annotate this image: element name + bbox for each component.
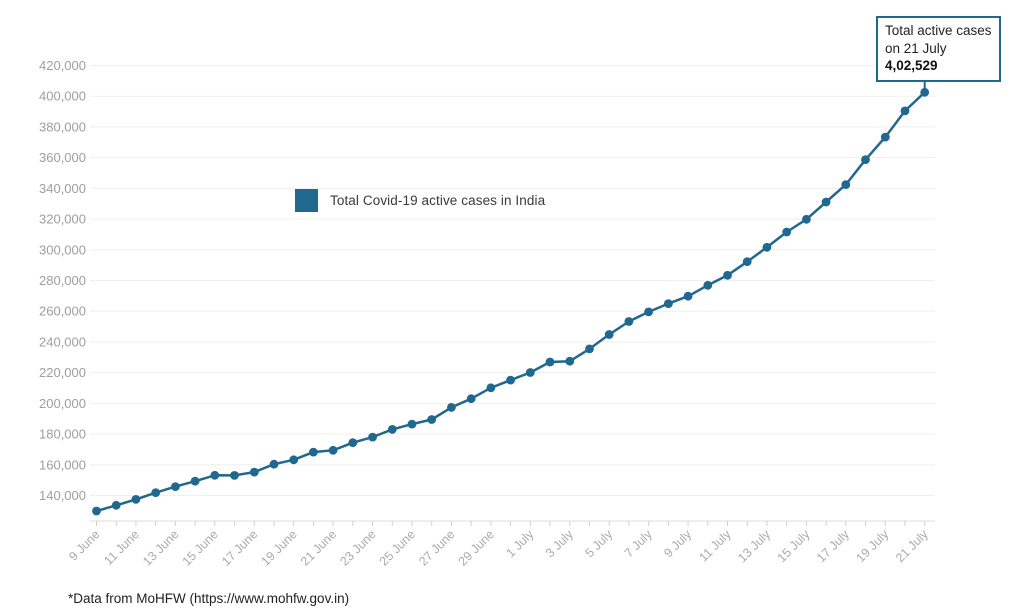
x-axis-label: 9 July — [661, 527, 695, 561]
data-point-marker — [190, 476, 200, 486]
data-point-marker — [92, 506, 101, 516]
data-point-marker — [525, 368, 535, 377]
x-axis-label: 3 July — [543, 527, 577, 561]
annotation-line1: Total active cases — [885, 23, 992, 38]
x-axis-label: 9 June — [66, 527, 102, 563]
x-axis-label: 17 June — [219, 527, 260, 568]
y-axis-label: 200,000 — [39, 396, 86, 411]
data-point-marker — [230, 471, 239, 480]
source-footnote: *Data from MoHFW (https://www.mohfw.gov.… — [68, 591, 350, 606]
data-point-marker — [111, 500, 121, 510]
x-axis-label: 1 July — [503, 527, 537, 561]
data-point-marker — [309, 447, 318, 457]
x-axis-label: 17 July — [814, 527, 852, 565]
data-point-marker — [328, 445, 338, 455]
data-point-marker — [427, 415, 437, 424]
y-axis-label: 160,000 — [39, 457, 86, 472]
data-point-marker — [210, 470, 220, 480]
data-point-marker — [565, 356, 575, 366]
y-axis-label: 140,000 — [39, 488, 86, 503]
x-axis-label: 5 July — [582, 527, 616, 561]
data-point-marker — [604, 330, 614, 339]
x-axis-label: 25 June — [377, 527, 418, 568]
y-axis-label: 420,000 — [39, 58, 86, 73]
x-axis-label: 11 June — [101, 527, 142, 568]
data-point-marker — [782, 227, 792, 237]
data-point-marker — [368, 432, 377, 442]
data-point-marker — [466, 394, 476, 404]
annotation-callout: Total active cases on 21 July 4,02,529 — [876, 16, 1001, 82]
data-point-marker — [387, 425, 397, 434]
y-axis-label: 260,000 — [39, 304, 86, 319]
data-point-marker — [151, 488, 161, 498]
x-axis-label: 15 June — [180, 527, 221, 568]
data-point-marker — [762, 242, 772, 252]
x-axis-label: 15 July — [775, 527, 813, 565]
y-axis-label: 300,000 — [39, 242, 86, 257]
annotation-value: 4,02,529 — [885, 58, 938, 74]
data-point-marker — [348, 438, 358, 448]
data-point-marker — [802, 214, 811, 224]
series-line — [96, 91, 926, 513]
y-axis-label: 220,000 — [39, 365, 86, 380]
data-point-marker — [486, 383, 496, 393]
data-point-marker — [861, 155, 870, 165]
data-point-marker — [585, 344, 594, 354]
y-axis-label: 240,000 — [39, 334, 86, 349]
data-point-marker — [920, 87, 930, 97]
data-point-marker — [742, 257, 752, 267]
x-axis-label: 27 June — [416, 527, 457, 568]
data-point-marker — [131, 495, 141, 504]
x-axis-label: 29 June — [456, 527, 497, 568]
data-point-marker — [407, 419, 417, 429]
x-axis-label: 21 July — [893, 527, 931, 565]
data-point-marker — [447, 403, 456, 412]
data-point-marker — [624, 317, 634, 326]
data-point-marker — [841, 180, 851, 190]
y-axis-label: 280,000 — [39, 273, 86, 288]
legend-swatch-icon — [295, 189, 318, 212]
y-axis-label: 400,000 — [39, 89, 86, 104]
x-axis-label: 23 June — [337, 527, 378, 568]
data-point-marker — [821, 197, 831, 207]
data-point-marker — [545, 357, 555, 367]
data-point-marker — [644, 307, 653, 317]
x-axis-label: 19 July — [853, 527, 891, 565]
data-point-marker — [880, 132, 890, 142]
y-axis-label: 360,000 — [39, 150, 86, 165]
data-point-marker — [269, 459, 279, 469]
legend-label: Total Covid-19 active cases in India — [330, 193, 546, 208]
x-axis-label: 13 June — [140, 527, 181, 568]
data-point-marker — [249, 467, 259, 477]
x-axis-label: 7 July — [622, 527, 656, 561]
x-axis-label: 21 June — [298, 527, 339, 568]
data-point-marker — [289, 455, 299, 465]
x-axis-label: 19 June — [258, 527, 299, 568]
y-axis-label: 320,000 — [39, 212, 86, 227]
data-point-marker — [683, 291, 693, 301]
y-axis-label: 180,000 — [39, 427, 86, 442]
data-point-marker — [506, 375, 515, 385]
data-point-marker — [723, 270, 732, 280]
data-point-marker — [171, 482, 180, 491]
data-point-marker — [664, 299, 673, 308]
y-axis-label: 340,000 — [39, 181, 86, 196]
x-axis-label: 13 July — [735, 527, 773, 565]
data-point-marker — [703, 280, 713, 290]
y-axis-label: 380,000 — [39, 119, 86, 134]
annotation-line2: on 21 July — [885, 40, 947, 56]
x-axis-label: 11 July — [696, 527, 734, 565]
data-point-marker — [900, 106, 910, 116]
legend: Total Covid-19 active cases in India — [295, 189, 545, 212]
